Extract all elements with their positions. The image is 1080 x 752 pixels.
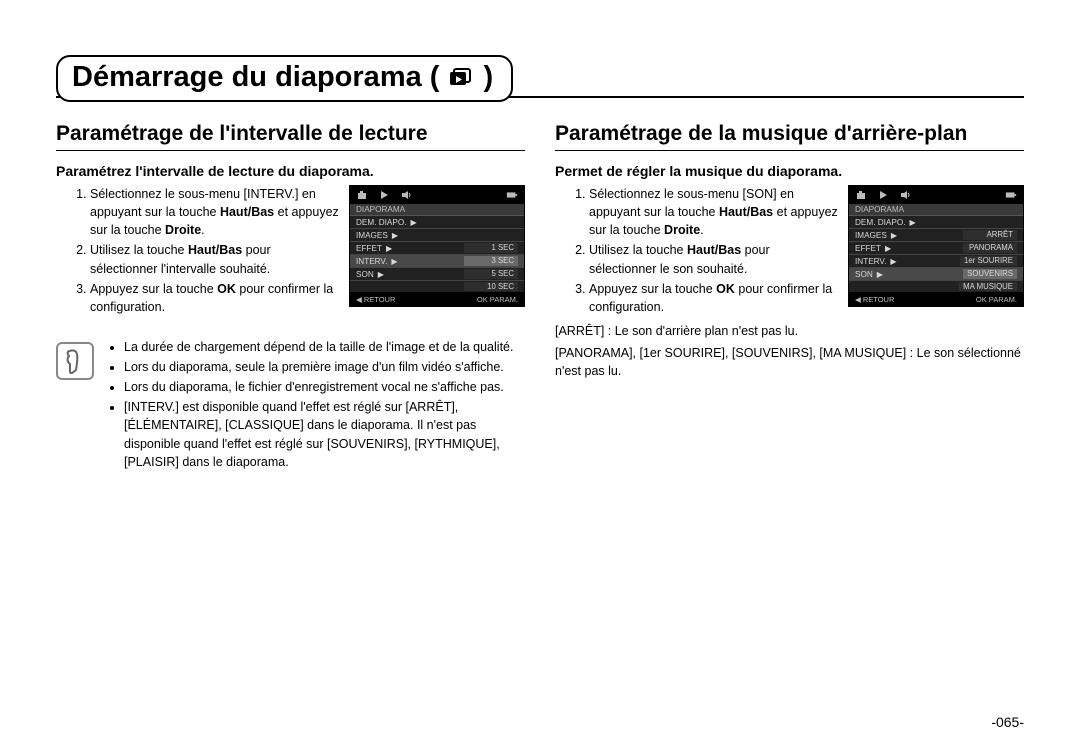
right-heading: Paramétrage de la musique d'arrière-plan: [555, 122, 1024, 151]
ss-row: IMAGES▶ARRÊT: [849, 229, 1023, 242]
note-icon: [56, 342, 94, 380]
camera-icon: [855, 190, 867, 200]
ss-footer: ◀ RETOUR OK PARAM.: [350, 292, 524, 306]
extra-text-2: [PANORAMA], [1er SOURIRE], [SOUVENIRS], …: [555, 344, 1024, 380]
ss-row: INTERV.▶3 SEC: [350, 255, 524, 268]
list-item: La durée de chargement dépend de la tail…: [124, 338, 525, 356]
page-title-close: ): [483, 61, 493, 94]
left-subheading: Paramétrez l'intervalle de lecture du di…: [56, 163, 525, 179]
battery-icon: [1005, 190, 1017, 200]
list-item: Utilisez la touche Haut/Bas pour sélecti…: [589, 241, 838, 277]
ss-topbar: [350, 186, 524, 204]
list-item: Lors du diaporama, le fichier d'enregist…: [124, 378, 525, 396]
ss-row: SON▶5 SEC: [350, 268, 524, 281]
ss-row: EFFET▶1 SEC: [350, 242, 524, 255]
ss-footer: ◀ RETOUR OK PARAM.: [849, 292, 1023, 306]
ss-title: DIAPORAMA: [849, 204, 1023, 216]
play-icon: [877, 190, 889, 200]
ss-row: SON▶SOUVENIRS: [849, 268, 1023, 281]
ss-row: EFFET▶PANORAMA: [849, 242, 1023, 255]
list-item: Utilisez la touche Haut/Bas pour sélecti…: [90, 241, 339, 277]
page-title-text: Démarrage du diaporama (: [72, 61, 439, 94]
left-camera-screenshot: DIAPORAMA DEM. DIAPO.▶ IMAGES▶ EFFET▶1 S…: [349, 185, 525, 307]
ss-row: IMAGES▶: [350, 229, 524, 242]
ss-title: DIAPORAMA: [350, 204, 524, 216]
ss-row: INTERV.▶1er SOURIRE: [849, 255, 1023, 268]
sound-icon: [899, 190, 911, 200]
right-camera-screenshot: DIAPORAMA DEM. DIAPO.▶ IMAGES▶ARRÊT EFFE…: [848, 185, 1024, 307]
list-item: [INTERV.] est disponible quand l'effet e…: [124, 398, 525, 471]
ss-row: DEM. DIAPO.▶: [849, 216, 1023, 229]
slideshow-icon: [445, 66, 477, 90]
note-list: La durée de chargement dépend de la tail…: [108, 338, 525, 473]
left-column: Paramétrage de l'intervalle de lecture P…: [56, 122, 525, 473]
list-item: Appuyez sur la touche OK pour confirmer …: [589, 280, 838, 316]
ss-topbar: [849, 186, 1023, 204]
list-item: Sélectionnez le sous-menu [SON] en appuy…: [589, 185, 838, 239]
right-subheading: Permet de régler la musique du diaporama…: [555, 163, 1024, 179]
right-column: Paramétrage de la musique d'arrière-plan…: [555, 122, 1024, 473]
note-block: La durée de chargement dépend de la tail…: [56, 338, 525, 473]
camera-icon: [356, 190, 368, 200]
page-number: -065-: [991, 714, 1024, 730]
page-title: Démarrage du diaporama ( ): [72, 61, 493, 94]
extra-text-1: [ARRÊT] : Le son d'arrière plan n'est pa…: [555, 322, 1024, 340]
left-heading: Paramétrage de l'intervalle de lecture: [56, 122, 525, 151]
play-icon: [378, 190, 390, 200]
battery-icon: [506, 190, 518, 200]
right-steps: Sélectionnez le sous-menu [SON] en appuy…: [555, 185, 838, 316]
sound-icon: [400, 190, 412, 200]
ss-row: DEM. DIAPO.▶: [350, 216, 524, 229]
left-steps: Sélectionnez le sous-menu [INTERV.] en a…: [56, 185, 339, 316]
list-item: Sélectionnez le sous-menu [INTERV.] en a…: [90, 185, 339, 239]
page-title-box: Démarrage du diaporama ( ): [56, 55, 513, 102]
list-item: Appuyez sur la touche OK pour confirmer …: [90, 280, 339, 316]
list-item: Lors du diaporama, seule la première ima…: [124, 358, 525, 376]
